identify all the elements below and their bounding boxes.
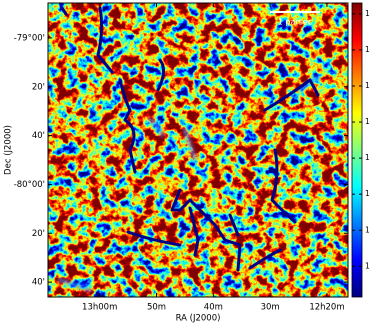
x-tick-label: 40m [204, 303, 223, 313]
y-tick-label: 20' [32, 229, 45, 239]
colorbar-tick-label: 14.8 [365, 81, 370, 90]
map-image [48, 3, 348, 297]
x-axis-label: RA (J2000) [176, 314, 221, 324]
y-tick-label: -79°00' [14, 33, 45, 43]
scale-bar-label: 1 parsec [278, 18, 312, 27]
y-tick-label: 40' [32, 131, 45, 141]
x-tick-label: 50m [147, 303, 166, 313]
x-tick-label: 30m [261, 303, 280, 313]
colorbar [351, 2, 363, 298]
colorbar-tick-label: 13.6 [365, 189, 370, 198]
colorbar-tick-label: 15.6 [365, 9, 370, 18]
colorbar-tick-label: 14.0 [365, 153, 370, 162]
y-tick-label: 40' [32, 278, 45, 288]
plot-frame [47, 2, 349, 298]
x-tick-label: 13h00m [82, 303, 117, 313]
colorbar-tick-label: 12.8 [365, 261, 370, 270]
y-tick-label: 20' [32, 82, 45, 92]
y-axis-label: Dec (J2000) [4, 125, 14, 175]
y-tick-label: -80°00' [14, 180, 45, 190]
x-tick-label: 12h20m [309, 303, 344, 313]
colorbar-tick-label: 14.4 [365, 117, 370, 126]
colorbar-tick-label: 13.2 [365, 225, 370, 234]
colorbar-tick-label: 15.2 [365, 45, 370, 54]
